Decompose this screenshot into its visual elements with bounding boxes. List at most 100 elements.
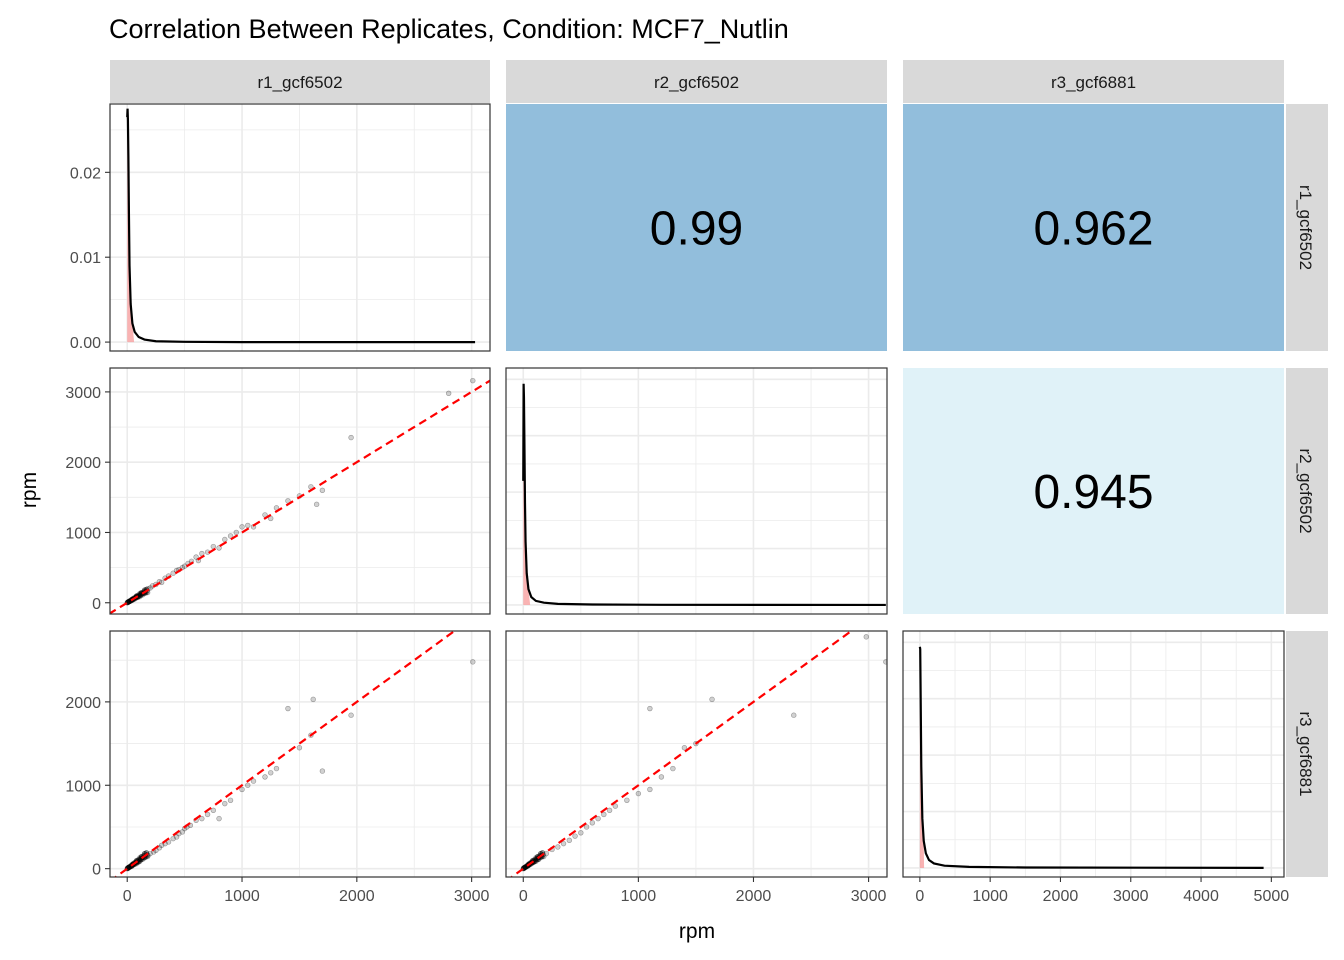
scatter-point [193,554,199,560]
density-layer [918,646,1264,869]
panel-border [109,103,491,352]
scatter-point [268,770,274,776]
correlation-value: 0.945 [1033,466,1153,519]
strip-label-top: r1_gcf6502 [257,73,342,92]
scatter-point [210,807,217,813]
strip-top [506,60,887,103]
y-tick-label: 1000 [65,778,101,795]
correlation-tile [903,104,1284,351]
scatter-layer [110,377,490,614]
y-tick-label: 2000 [65,695,101,712]
scatter-point [531,856,538,863]
x-tick-label: 4000 [1183,888,1219,905]
scatter-point [555,844,561,850]
scatter-point [647,786,653,793]
strip-label-right: r1_gcf6502 [1296,185,1315,270]
x-tick-label: 3000 [454,888,490,905]
x-tick-label: 2000 [736,888,772,905]
x-tick-label: 3000 [851,888,887,905]
scatter-point [245,522,251,529]
scatter-point [522,864,529,870]
density-line [126,108,476,344]
scatter-point [670,765,676,772]
x-tick-label: 1000 [224,888,260,905]
scatter-point [126,598,132,605]
strip-right [1286,368,1328,614]
y-axis-title: rpm [18,472,41,508]
scatter-point [179,829,186,835]
x-tick-label: 0 [123,888,132,905]
scatter-point [204,811,211,818]
scatter-point [883,659,887,665]
scatter-point [522,864,528,871]
scatter-point [470,377,476,384]
scatter-point [578,830,584,836]
scatter-point [522,864,529,870]
correlation-tile [903,368,1284,614]
x-tick-label: 5000 [1254,888,1290,905]
scatter-point [158,579,165,586]
density-layer [126,108,476,344]
scatter-point [126,598,132,605]
y-tick-label: 0 [92,862,101,879]
panel-background [506,368,887,614]
scatter-point [319,768,326,774]
scatter-point [445,390,452,397]
scatter-point [227,797,234,803]
panel-border [505,630,888,878]
reference-line [110,379,490,614]
scatter-point [239,524,245,530]
scatter-point [681,745,688,751]
scatter-point [126,864,132,871]
scatter-point [273,765,280,772]
scatter-point [239,786,245,793]
panel-border [109,630,491,878]
scatter-point [532,857,538,864]
strip-right [1286,631,1328,877]
scatter-point [566,837,573,844]
gridlines [110,368,490,614]
x-tick-label: 2000 [339,888,375,905]
strip-top [110,60,490,103]
scatter-point [583,824,590,830]
panel-background [110,368,490,614]
scatter-point [126,864,132,870]
scatter-point [522,864,528,870]
density-layer [522,383,886,607]
panel-border [505,367,888,615]
y-tick-label: 0.02 [70,165,101,182]
density-line [522,383,886,607]
scatter-point [647,705,653,712]
scatter-point [296,745,303,751]
chart-title: Correlation Between Replicates, Conditio… [109,14,789,44]
scatter-point [136,857,142,864]
scatter-point [348,434,354,441]
gridlines [110,104,490,351]
scatter-point [863,634,869,640]
scatter-point [601,811,607,818]
scatter-point [147,585,153,591]
scatter-point [560,840,567,847]
scatter-layer [113,631,476,877]
scatter-point [126,864,132,870]
scatter-point [158,842,165,849]
scatter-point [635,790,642,797]
scatter-point [125,599,132,605]
scatter-point [138,592,144,598]
correlation-value: 0.99 [650,203,743,256]
scatter-point [791,712,797,718]
scatter-point [250,778,257,784]
scatter-point [126,598,133,605]
strip-top [903,60,1284,103]
scatter-point [572,833,578,839]
scatter-point [612,803,619,809]
scatter-point [709,696,715,703]
scatter-point [262,774,268,780]
x-tick-label: 1000 [621,888,657,905]
scatter-point [522,864,529,870]
scatter-point [348,712,354,718]
scatter-point [624,797,630,803]
correlation-value: 0.962 [1033,203,1153,256]
scatter-point [126,864,133,870]
y-tick-label: 0 [92,596,101,613]
